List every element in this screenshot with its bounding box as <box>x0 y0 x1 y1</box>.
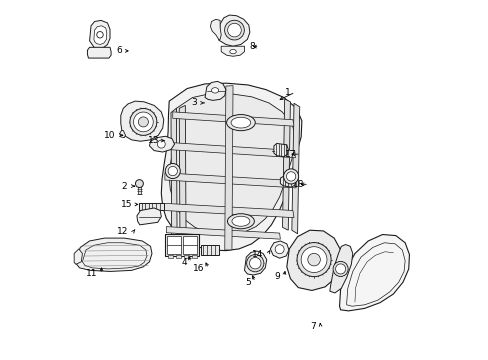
Polygon shape <box>120 131 125 138</box>
Polygon shape <box>161 83 301 251</box>
Polygon shape <box>339 234 408 311</box>
Ellipse shape <box>286 172 295 181</box>
Polygon shape <box>172 112 293 126</box>
Ellipse shape <box>226 114 255 131</box>
Bar <box>166 236 181 253</box>
Polygon shape <box>291 103 299 234</box>
Bar <box>183 236 197 253</box>
Text: 12: 12 <box>117 228 128 237</box>
Ellipse shape <box>227 23 241 37</box>
Ellipse shape <box>168 166 177 176</box>
Ellipse shape <box>249 257 261 269</box>
Text: 11: 11 <box>86 269 97 278</box>
Polygon shape <box>87 47 111 58</box>
Polygon shape <box>270 241 288 258</box>
Ellipse shape <box>97 32 103 38</box>
Polygon shape <box>169 93 295 234</box>
Text: 9: 9 <box>273 272 279 281</box>
Polygon shape <box>164 173 296 188</box>
Ellipse shape <box>230 117 250 128</box>
Polygon shape <box>167 142 295 158</box>
Text: 18: 18 <box>293 180 304 189</box>
Ellipse shape <box>307 253 320 266</box>
Polygon shape <box>89 21 110 49</box>
Bar <box>168 255 173 258</box>
Polygon shape <box>280 176 295 187</box>
Ellipse shape <box>296 243 330 276</box>
Text: 16: 16 <box>192 264 204 273</box>
Bar <box>139 203 163 211</box>
Ellipse shape <box>138 117 148 127</box>
Polygon shape <box>166 226 280 239</box>
Ellipse shape <box>283 169 298 184</box>
Polygon shape <box>204 81 225 100</box>
Polygon shape <box>171 108 177 241</box>
Polygon shape <box>282 99 290 230</box>
Bar <box>191 255 197 258</box>
Text: 3: 3 <box>191 98 197 107</box>
Polygon shape <box>244 251 266 275</box>
Text: 13: 13 <box>147 136 159 145</box>
Polygon shape <box>121 101 163 141</box>
Ellipse shape <box>229 49 236 54</box>
Polygon shape <box>210 19 221 40</box>
Bar <box>176 255 181 258</box>
Text: 1: 1 <box>285 87 290 96</box>
Text: 2: 2 <box>122 181 127 190</box>
Polygon shape <box>224 86 233 250</box>
Polygon shape <box>273 143 287 157</box>
Text: 6: 6 <box>117 46 122 55</box>
Bar <box>183 255 189 258</box>
Polygon shape <box>149 136 174 152</box>
Polygon shape <box>286 230 341 291</box>
Polygon shape <box>221 46 244 56</box>
Text: 8: 8 <box>249 42 255 51</box>
Polygon shape <box>94 26 106 44</box>
Polygon shape <box>163 203 293 218</box>
Polygon shape <box>329 244 352 293</box>
Ellipse shape <box>332 261 347 276</box>
Polygon shape <box>179 105 185 238</box>
Ellipse shape <box>135 180 143 188</box>
Ellipse shape <box>227 214 254 229</box>
Ellipse shape <box>130 108 157 135</box>
Bar <box>201 245 219 255</box>
Ellipse shape <box>301 247 326 273</box>
Ellipse shape <box>224 20 244 40</box>
Text: 10: 10 <box>103 131 115 140</box>
Ellipse shape <box>231 216 249 226</box>
Text: 14: 14 <box>252 250 263 259</box>
Text: 15: 15 <box>121 200 132 209</box>
Polygon shape <box>75 238 152 271</box>
Ellipse shape <box>133 112 153 132</box>
Ellipse shape <box>275 245 284 254</box>
Polygon shape <box>137 208 161 225</box>
Ellipse shape <box>335 264 345 274</box>
Bar <box>138 184 141 194</box>
Text: 5: 5 <box>244 278 250 287</box>
Ellipse shape <box>211 87 218 93</box>
Text: 17: 17 <box>285 150 296 159</box>
Text: 4: 4 <box>181 258 187 267</box>
Polygon shape <box>218 15 249 46</box>
Ellipse shape <box>246 255 264 272</box>
Ellipse shape <box>157 140 165 148</box>
Ellipse shape <box>165 163 180 179</box>
Text: 7: 7 <box>310 322 316 331</box>
Polygon shape <box>74 249 82 264</box>
Bar <box>164 234 199 256</box>
